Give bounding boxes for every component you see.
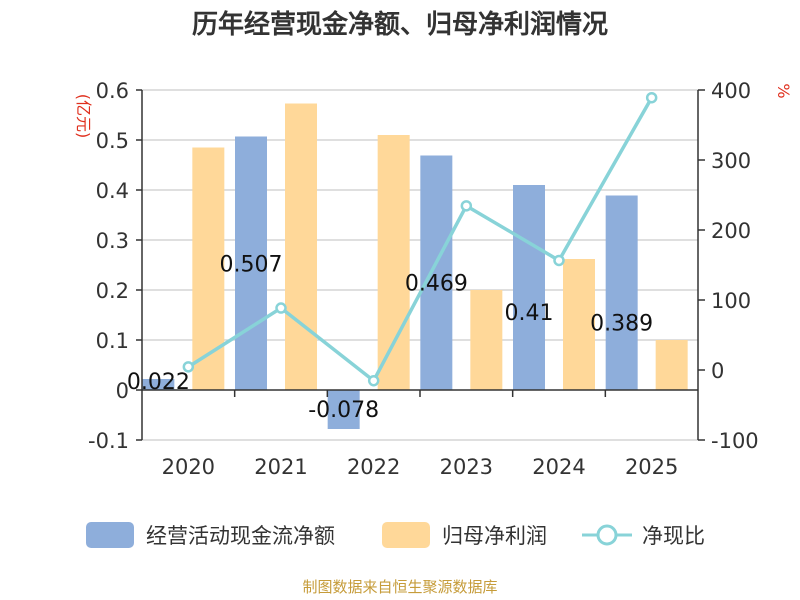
bar-ocf-2024 xyxy=(513,185,545,390)
bar-ocf-2021 xyxy=(235,136,267,390)
right-axis-ticks: 400 300 200 100 0 -100 xyxy=(698,79,759,453)
data-label-ocf: 0.41 xyxy=(505,301,554,326)
left-tick-label: 0.1 xyxy=(96,329,129,353)
right-tick-label: -100 xyxy=(711,429,759,453)
ratio-point-2023 xyxy=(460,200,473,212)
legend: 经营活动现金流净额 归母净利润 净现比 xyxy=(86,522,705,548)
ratio-point-2024 xyxy=(553,254,565,267)
x-tick-label: 2022 xyxy=(347,455,400,479)
bar-ocf-2023 xyxy=(420,155,453,390)
ratio-point-2025 xyxy=(645,91,658,104)
bar-profit-2021 xyxy=(285,103,317,390)
bar-ocf-2022 xyxy=(327,390,360,429)
legend-swatch-ratio-marker xyxy=(596,524,618,546)
ratio-line-series xyxy=(182,91,658,387)
left-tick-label: 0.5 xyxy=(96,129,129,153)
left-axis-ticks: 0.6 0.5 0.4 0.3 0.2 0.1 0 -0.1 xyxy=(88,79,142,453)
bar-profit-2024 xyxy=(563,259,595,390)
left-tick-label: 0.6 xyxy=(96,79,129,103)
axes xyxy=(141,90,699,440)
bar-series xyxy=(142,103,688,429)
left-tick-label: 0.2 xyxy=(96,279,129,303)
x-tick-label: 2023 xyxy=(440,455,493,479)
right-axis-unit: % xyxy=(774,83,793,98)
bar-profit-2020 xyxy=(192,147,225,390)
left-tick-label: 0 xyxy=(116,379,129,403)
right-tick-label: 400 xyxy=(711,79,751,103)
x-axis-ticks: 2020 2021 2022 2023 2024 2025 xyxy=(162,455,679,479)
x-tick-label: 2020 xyxy=(162,455,215,479)
ratio-point-2021 xyxy=(275,302,287,314)
legend-swatch-ocf xyxy=(86,522,134,548)
bar-profit-2022 xyxy=(377,135,410,390)
ratio-point-2020 xyxy=(182,361,195,373)
ratio-line-path xyxy=(187,96,654,383)
ratio-point-2022 xyxy=(367,374,380,387)
source-note: 制图数据来自恒生聚源数据库 xyxy=(302,578,497,596)
data-label-ocf: 0.469 xyxy=(405,272,468,297)
bar-profit-2023 xyxy=(470,290,503,390)
x-tick-label: 2024 xyxy=(532,455,585,479)
left-tick-label: 0.3 xyxy=(96,229,129,253)
right-tick-label: 0 xyxy=(711,359,724,383)
x-tick-label: 2025 xyxy=(625,455,678,479)
bar-ocf-2020 xyxy=(142,379,175,390)
legend-label-profit: 归母净利润 xyxy=(442,524,547,548)
left-tick-label: -0.1 xyxy=(88,429,129,453)
data-label-ocf: 0.389 xyxy=(590,312,653,337)
right-tick-label: 300 xyxy=(711,149,751,173)
right-tick-label: 100 xyxy=(711,289,751,313)
legend-label-ratio: 净现比 xyxy=(642,524,705,548)
left-tick-label: 0.4 xyxy=(96,179,129,203)
data-label-ocf: 0.507 xyxy=(220,253,283,278)
x-tick-label: 2021 xyxy=(254,455,307,479)
data-labels: 0.022 0.507 -0.078 0.469 0.41 0.389 xyxy=(127,253,653,424)
right-tick-label: 200 xyxy=(711,219,751,243)
bar-ocf-2025 xyxy=(605,195,638,390)
legend-swatch-profit xyxy=(382,522,430,548)
data-label-ocf: -0.078 xyxy=(308,398,379,423)
left-axis-unit: (亿元) xyxy=(74,94,93,139)
bar-profit-2025 xyxy=(655,340,688,390)
chart-title: 历年经营现金净额、归母净利润情况 xyxy=(192,9,608,40)
data-label-ocf: 0.022 xyxy=(127,370,190,395)
legend-label-ocf: 经营活动现金流净额 xyxy=(146,524,335,548)
